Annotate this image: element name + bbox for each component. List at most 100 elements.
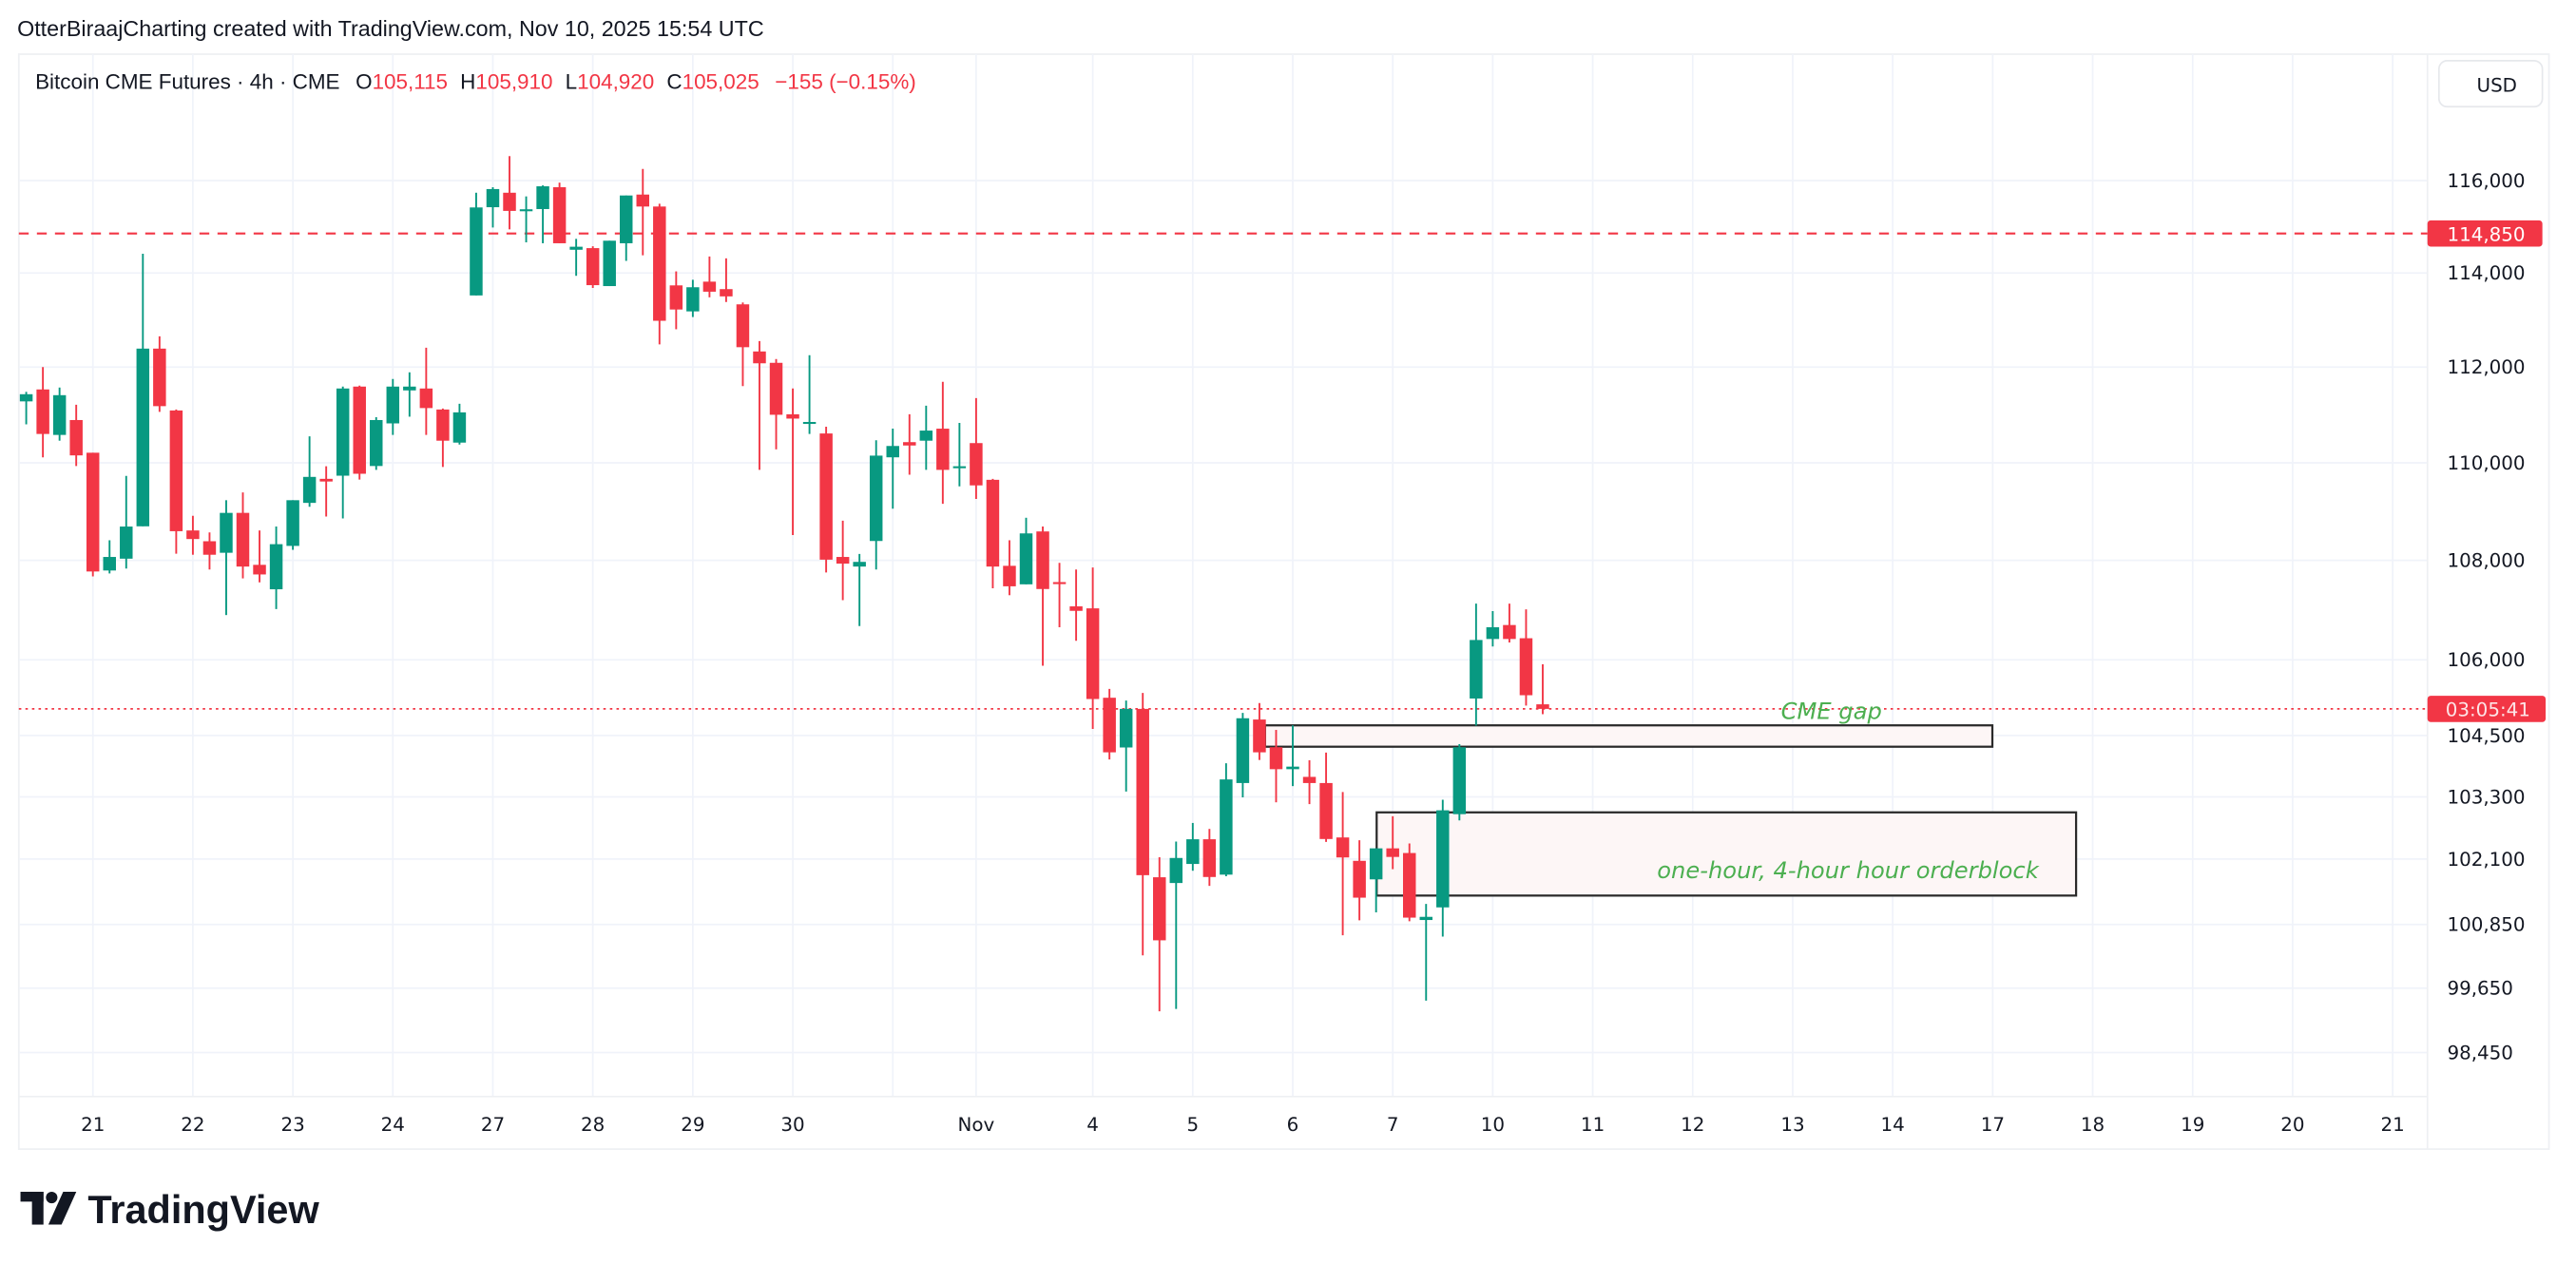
candle	[869, 440, 883, 570]
candle-body	[519, 209, 533, 212]
candle-body	[1269, 747, 1283, 770]
date-tick-label: 24	[381, 1114, 405, 1136]
candle-body	[120, 527, 133, 559]
candle-body	[186, 530, 200, 540]
candle-body	[86, 452, 100, 572]
candle	[986, 478, 1000, 588]
date-tick-label: 5	[1186, 1114, 1199, 1136]
time-axis[interactable]: 21 22 23 24 27 28 29 30 Nov 4 5 6 7 10 11 12 13 14 17 18 19 2…	[81, 1114, 2405, 1136]
candle	[370, 416, 383, 470]
tradingview-logo[interactable]: TradingView	[20, 1187, 320, 1232]
candle	[1536, 663, 1549, 715]
candle-body	[1202, 839, 1217, 877]
horizontal-line-price-pill	[2427, 220, 2543, 247]
close-label: C	[666, 69, 682, 93]
price-axis[interactable]: 116,000 114,000 112,000 110,000 108,000 106,0…	[2447, 170, 2525, 1063]
candle	[1386, 815, 1399, 870]
candle-body	[1086, 608, 1100, 699]
date-tick-label: 10	[1481, 1114, 1505, 1136]
candle	[503, 156, 516, 230]
date-tick-label: 12	[1681, 1114, 1704, 1136]
close-value: 105,025	[682, 69, 759, 93]
date-tick-label: 23	[280, 1114, 304, 1136]
candle	[1202, 829, 1217, 887]
candle	[1052, 563, 1067, 628]
candle	[669, 271, 683, 330]
orderblock-box[interactable]	[1375, 811, 2078, 897]
candle-body	[269, 544, 283, 590]
candle	[1470, 603, 1483, 726]
candle-body	[319, 478, 333, 482]
candle-body	[1503, 624, 1516, 640]
date-tick-label: Nov	[958, 1114, 995, 1136]
candle	[336, 386, 350, 519]
candle	[853, 553, 866, 626]
cme-gap-box[interactable]	[1263, 724, 1994, 748]
candle-body	[36, 389, 49, 434]
candle	[1086, 567, 1100, 729]
date-tick-label: 22	[181, 1114, 204, 1136]
candle-body	[153, 348, 166, 407]
candle-body	[69, 419, 83, 456]
candle-body	[1452, 747, 1467, 814]
currency-button[interactable]: USD	[2437, 60, 2544, 108]
candle	[1019, 517, 1033, 584]
candle-body	[403, 386, 416, 391]
date-tick-label: 20	[2280, 1114, 2304, 1136]
candle-body	[1402, 852, 1416, 918]
candle-body	[220, 512, 233, 553]
price-tick-label: 98,450	[2447, 1042, 2513, 1063]
candle	[1503, 603, 1516, 643]
price-pills: 114,850 03:05:41	[2427, 220, 2547, 722]
candle-body	[669, 285, 683, 310]
open-label: O	[356, 69, 372, 93]
candle-body	[536, 186, 549, 209]
candle	[470, 192, 483, 296]
chart-legend: Bitcoin CME Futures · 4h · CME O105,115 …	[35, 69, 916, 93]
candle	[69, 404, 83, 467]
candle-body	[386, 386, 400, 424]
annotation-labels: CME gap one-hour, 4-hour hour orderblock	[1657, 699, 2039, 885]
date-tick-label: 21	[81, 1114, 105, 1136]
date-tick-label: 28	[581, 1114, 605, 1136]
candle	[202, 532, 217, 570]
candle-body	[52, 394, 67, 435]
candle	[1452, 744, 1467, 821]
date-tick-label: 11	[1581, 1114, 1605, 1136]
candle	[1220, 763, 1233, 876]
candle-body	[452, 412, 467, 443]
candle-body	[503, 192, 516, 211]
candle-body	[586, 248, 600, 286]
candle	[1353, 840, 1366, 921]
candle-body	[19, 393, 33, 402]
candle-body	[1019, 533, 1033, 584]
candle-body	[802, 421, 817, 425]
candle-body	[886, 446, 899, 458]
date-tick-label: 29	[681, 1114, 704, 1136]
price-tick-label: 112,000	[2447, 356, 2525, 378]
high-value: 105,910	[475, 69, 552, 93]
candle	[603, 240, 616, 287]
candle	[536, 185, 549, 243]
candle-body	[1169, 857, 1183, 884]
candle	[186, 515, 200, 555]
tradingview-logo-text: TradingView	[87, 1187, 319, 1232]
candle	[886, 429, 899, 509]
candle	[1286, 725, 1299, 787]
candle-body	[919, 431, 933, 441]
candle-body	[1103, 698, 1116, 753]
candle-body	[1069, 606, 1083, 611]
candle	[836, 520, 850, 601]
price-lines	[18, 232, 2428, 710]
candle-body	[1419, 916, 1432, 921]
low-label: L	[566, 69, 577, 93]
candle	[169, 409, 183, 554]
price-tick-label: 116,000	[2447, 170, 2525, 192]
candle-body	[136, 348, 150, 527]
candle	[1486, 610, 1500, 647]
candle	[620, 195, 633, 261]
candle-body	[236, 512, 250, 567]
candle	[253, 530, 266, 583]
candle-body	[986, 479, 1000, 567]
last-price-pill	[2427, 696, 2547, 722]
